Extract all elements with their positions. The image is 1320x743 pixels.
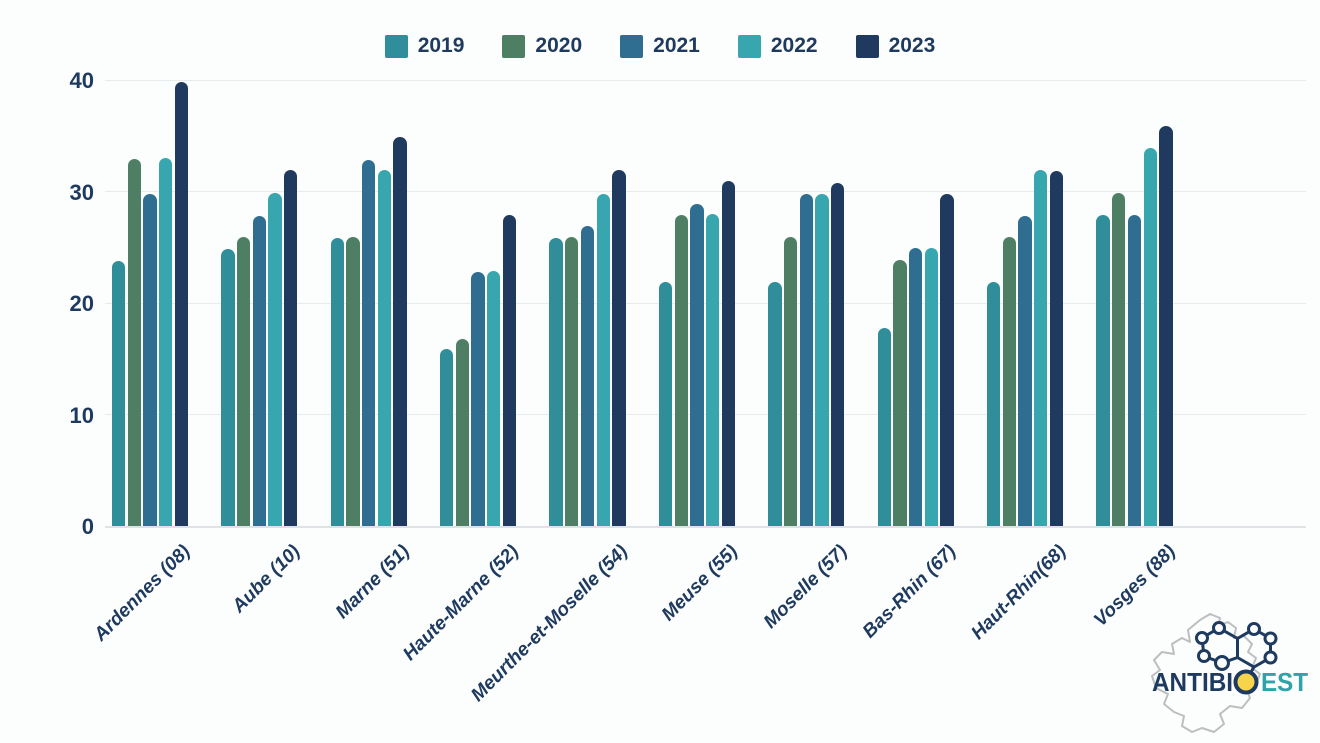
- x-axis-label: Marne (51): [331, 541, 414, 624]
- y-axis-tick-label: 40: [69, 68, 94, 93]
- bar-2021-Vosges (88): [1127, 214, 1142, 526]
- legend-label: 2023: [888, 34, 936, 57]
- bar-2022-Meuse (55): [705, 213, 720, 526]
- x-axis-label: Aube (10): [228, 541, 305, 618]
- bar-2020-Marne (51): [346, 237, 360, 526]
- bar-2023-Ardennes (08): [174, 82, 188, 526]
- bar-2020-Bas-Rhin (67): [893, 259, 907, 526]
- bar-2020-Meuse (55): [674, 214, 688, 526]
- bar-2023-Meuse (55): [721, 181, 735, 526]
- bar-2021-Aube (10): [252, 216, 266, 526]
- bar-2021-Bas-Rhin (67): [909, 248, 923, 526]
- molecule-icon: [1195, 621, 1278, 680]
- legend-item-2020: 2020: [502, 34, 582, 58]
- grid-line: [105, 191, 1306, 192]
- bar-2019-Haut-Rhin(68): [987, 281, 1001, 526]
- bar-2023-Aube (10): [284, 170, 298, 526]
- y-axis: 0 10 20 30 40: [0, 68, 94, 539]
- bar-2019-Bas-Rhin (67): [877, 327, 891, 526]
- bar-2019-Meurthe-et-Moselle (54): [549, 238, 563, 526]
- legend-swatch-icon: [384, 34, 408, 58]
- legend-label: 2022: [770, 34, 818, 57]
- bar-2023-Meurthe-et-Moselle (54): [612, 170, 626, 526]
- plot-area: [105, 79, 1306, 528]
- bar-2021-Meurthe-et-Moselle (54): [580, 226, 595, 526]
- bar-2020-Haute-Marne (52): [455, 338, 470, 526]
- bar-2022-Marne (51): [377, 170, 392, 526]
- legend-swatch-icon: [737, 34, 761, 58]
- x-axis-label: Bas-Rhin (67): [859, 541, 961, 643]
- grid-line: [105, 79, 1306, 81]
- x-axis-label: Moselle (57): [759, 541, 852, 633]
- bar-2022-Haute-Marne (52): [487, 270, 501, 526]
- bar-2023-Marne (51): [393, 136, 407, 526]
- y-axis-tick-label: 20: [69, 291, 94, 316]
- bar-2021-Haute-Marne (52): [471, 271, 485, 526]
- bar-2019-Marne (51): [330, 238, 344, 526]
- x-axis-label: Ardennes (08): [90, 541, 195, 646]
- bar-2021-Marne (51): [362, 160, 376, 526]
- bar-2019-Meuse (55): [658, 281, 673, 526]
- bar-2022-Aube (10): [268, 192, 282, 526]
- grid-line: [105, 302, 1306, 304]
- bar-2022-Moselle (57): [815, 193, 829, 526]
- bar-2021-Meuse (55): [690, 203, 704, 526]
- bar-2023-Bas-Rhin (67): [940, 193, 954, 526]
- x-axis-label: Haute-Marne (52): [399, 541, 524, 665]
- bar-2019-Aube (10): [221, 249, 235, 526]
- y-axis-tick-label: 10: [69, 402, 94, 428]
- bar-2019-Ardennes (08): [111, 260, 126, 526]
- bar-2020-Ardennes (08): [127, 159, 141, 526]
- bar-2022-Vosges (88): [1143, 148, 1157, 526]
- x-axis-label: Haut-Rhin(68): [967, 541, 1071, 644]
- bar-2023-Moselle (57): [831, 182, 845, 526]
- legend-item-2022: 2022: [737, 34, 818, 58]
- legend-label: 2020: [535, 34, 583, 57]
- bar-2021-Ardennes (08): [143, 193, 157, 526]
- legend: 2019 2020 2021 2022 2023: [0, 34, 1320, 58]
- bar-2022-Ardennes (08): [158, 158, 173, 526]
- legend-swatch-icon: [502, 34, 526, 58]
- bar-2021-Haut-Rhin(68): [1018, 216, 1032, 526]
- bar-2019-Moselle (57): [768, 281, 782, 526]
- logo-text-antibi: ANTIBI: [1152, 667, 1233, 697]
- bar-2022-Meurthe-et-Moselle (54): [596, 193, 610, 526]
- legend-swatch-icon: [855, 34, 879, 58]
- legend-label: 2019: [417, 34, 465, 57]
- bar-2022-Haut-Rhin(68): [1034, 170, 1048, 526]
- bar-2020-Vosges (88): [1112, 192, 1126, 526]
- legend-label: 2021: [653, 34, 700, 57]
- bar-2021-Moselle (57): [799, 193, 813, 526]
- y-axis-tick-label: 30: [69, 179, 94, 205]
- bar-2020-Aube (10): [236, 237, 251, 526]
- legend-swatch-icon: [620, 34, 644, 58]
- bar-2020-Moselle (57): [783, 237, 798, 526]
- bar-2023-Haut-Rhin(68): [1049, 171, 1064, 526]
- legend-item-2023: 2023: [855, 34, 936, 58]
- bar-2020-Haut-Rhin(68): [1002, 237, 1017, 526]
- bar-2022-Bas-Rhin (67): [924, 248, 939, 526]
- legend-item-2019: 2019: [384, 34, 465, 58]
- y-axis-tick-label: 0: [81, 514, 94, 539]
- x-axis-label: Meuse (55): [657, 541, 742, 626]
- logo-o-dot-icon: [1233, 669, 1259, 695]
- grid-line: [105, 414, 1306, 415]
- bar-2020-Meurthe-et-Moselle (54): [565, 237, 579, 526]
- bar-2019-Vosges (88): [1096, 214, 1110, 526]
- logo-text-est: EST: [1261, 667, 1308, 697]
- bar-2023-Vosges (88): [1159, 125, 1173, 526]
- antibioest-logo: ANTIBI EST: [1151, 613, 1308, 733]
- bar-2019-Haute-Marne (52): [440, 348, 454, 526]
- bar-2023-Haute-Marne (52): [502, 214, 517, 526]
- legend-item-2021: 2021: [620, 34, 700, 58]
